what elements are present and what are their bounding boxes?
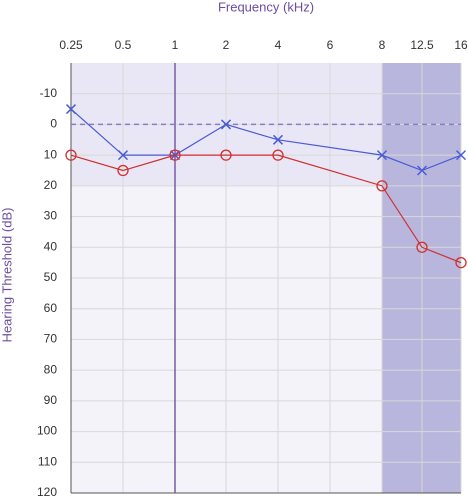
marker-o <box>65 149 77 161</box>
marker-x <box>272 134 284 145</box>
marker-x <box>117 150 129 161</box>
y-tick-label: 60 <box>44 301 58 315</box>
y-tick-label: 0 <box>50 117 57 131</box>
y-tick-label: 40 <box>44 239 58 253</box>
y-tick-label: -10 <box>40 86 58 100</box>
y-tick-label: 110 <box>38 454 57 468</box>
y-tick-label: 100 <box>37 424 57 438</box>
marker-x <box>376 150 388 161</box>
x-tick-label: 4 <box>275 38 282 52</box>
y-tick-label: 50 <box>44 270 58 284</box>
y-tick-label: 30 <box>44 209 58 223</box>
marker-o <box>376 180 388 192</box>
y-tick-label: 120 <box>37 485 57 499</box>
marker-x <box>455 150 467 161</box>
x-tick-label: 6 <box>327 38 334 52</box>
y-axis-title: Hearing Threshold (dB) <box>0 208 14 343</box>
series-line <box>70 154 462 264</box>
marker-o <box>220 149 232 161</box>
x-tick-label: 0.25 <box>59 38 83 52</box>
marker-o <box>455 256 467 269</box>
x-tick-label: 2 <box>223 38 230 52</box>
marker-x <box>416 165 428 176</box>
marker-o <box>272 149 284 161</box>
y-tick-label: 20 <box>44 178 58 192</box>
y-tick-label: 70 <box>44 332 58 346</box>
x-tick-label: 1 <box>172 38 179 52</box>
y-tick-label: 90 <box>44 393 58 407</box>
marker-x <box>65 104 77 115</box>
x-tick-label: 0.5 <box>115 38 132 52</box>
marker-o <box>117 164 129 177</box>
x-tick-label: 12.5 <box>410 38 434 52</box>
y-tick-label: 80 <box>44 362 58 376</box>
marker-o <box>169 149 181 161</box>
series-line <box>70 108 462 172</box>
x-tick-label: 16 <box>454 38 468 52</box>
chart-title: Frequency (kHz) <box>218 0 314 14</box>
marker-o <box>416 241 428 253</box>
x-tick-label: 8 <box>379 38 386 52</box>
marker-x <box>220 119 232 130</box>
y-tick-label: 10 <box>44 147 58 161</box>
